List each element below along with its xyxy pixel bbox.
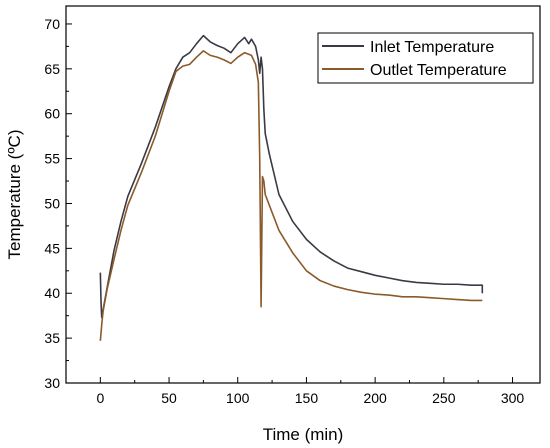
legend-box — [317, 32, 534, 84]
legend: Inlet Temperature Outlet Temperature — [317, 32, 534, 84]
x-tick-label: 0 — [96, 390, 104, 406]
series-layer — [99, 34, 484, 341]
y-tick-label: 35 — [44, 330, 60, 346]
x-axis-ticks: 0 50 100 150 200 250 300 — [96, 377, 524, 406]
y-tick-label: 55 — [44, 151, 60, 167]
y-tick-label: 40 — [44, 285, 60, 301]
y-tick-label: 30 — [44, 375, 60, 391]
x-axis-title: Time (min) — [263, 425, 344, 444]
plot-frame — [65, 5, 541, 384]
x-tick-label: 250 — [432, 390, 456, 406]
x-tick-label: 300 — [501, 390, 525, 406]
x-tick-label: 100 — [226, 390, 250, 406]
series-line-inlet — [99, 34, 484, 319]
x-tick-label: 50 — [161, 390, 177, 406]
y-tick-label: 65 — [44, 61, 60, 77]
legend-label-outlet: Outlet Temperature — [370, 62, 507, 79]
plot-border — [65, 5, 541, 384]
legend-label-inlet: Inlet Temperature — [370, 39, 494, 56]
y-tick-label: 60 — [44, 106, 60, 122]
y-tick-label: 70 — [44, 16, 60, 32]
y-axis-ticks: 30 35 40 45 50 55 60 65 70 — [44, 16, 72, 391]
y-axis-title: Temperature (ºC) — [5, 130, 24, 260]
y-tick-label: 45 — [44, 240, 60, 256]
y-tick-label: 50 — [44, 195, 60, 211]
x-tick-label: 150 — [295, 390, 319, 406]
x-tick-label: 200 — [363, 390, 387, 406]
series-line-outlet — [99, 50, 483, 341]
